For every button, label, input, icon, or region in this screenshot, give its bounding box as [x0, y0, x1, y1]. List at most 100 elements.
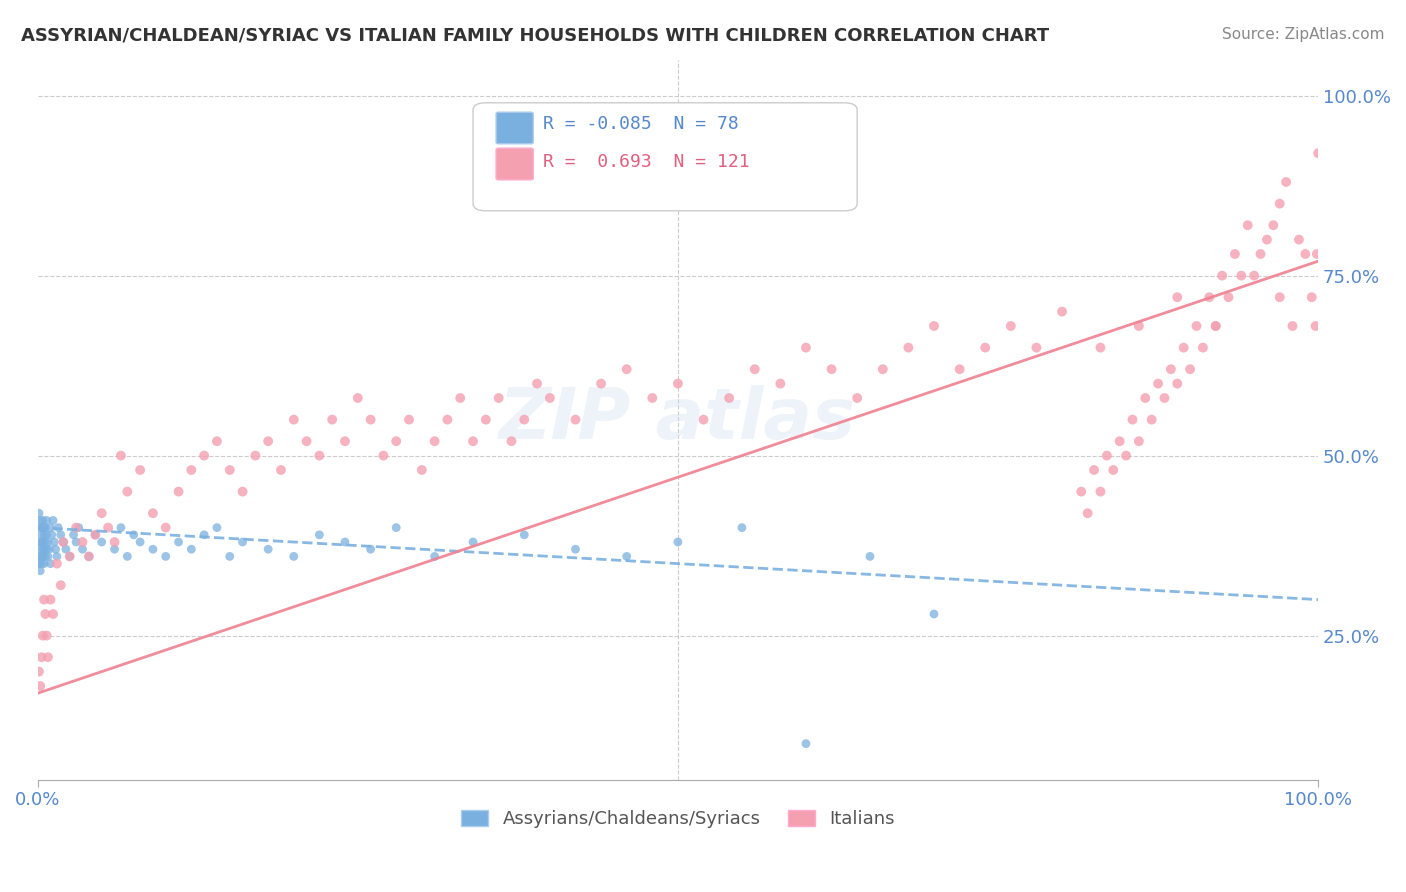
Point — [31, 650, 53, 665]
Point — [32, 528, 55, 542]
Point — [155, 520, 177, 534]
Point — [46, 520, 69, 534]
Point — [641, 391, 664, 405]
Point — [1102, 463, 1125, 477]
Point — [39, 557, 62, 571]
Point — [333, 535, 356, 549]
Point — [122, 528, 145, 542]
Point — [59, 549, 82, 564]
Point — [90, 506, 112, 520]
Point — [423, 434, 446, 449]
Point — [35, 528, 58, 542]
FancyBboxPatch shape — [472, 103, 858, 211]
Point — [1288, 233, 1310, 247]
Point — [72, 535, 94, 549]
Point — [31, 549, 53, 564]
Point — [1230, 268, 1253, 283]
Point — [1185, 318, 1208, 333]
Point — [308, 528, 330, 542]
Point — [436, 412, 458, 426]
Point — [949, 362, 972, 376]
Point — [142, 506, 165, 520]
Point — [28, 535, 51, 549]
Point — [232, 535, 254, 549]
Point — [52, 535, 75, 549]
Point — [666, 376, 689, 391]
Point — [42, 607, 65, 621]
Point — [360, 412, 382, 426]
Point — [1128, 318, 1150, 333]
Point — [193, 528, 215, 542]
Point — [67, 520, 90, 534]
Point — [103, 535, 125, 549]
Point — [488, 391, 510, 405]
Point — [449, 391, 471, 405]
Point — [1090, 484, 1112, 499]
Point — [1211, 268, 1233, 283]
Point — [461, 535, 484, 549]
Point — [1153, 391, 1175, 405]
Legend: Assyrians/Chaldeans/Syriacs, Italians: Assyrians/Chaldeans/Syriacs, Italians — [454, 803, 903, 836]
Point — [39, 592, 62, 607]
Point — [31, 528, 53, 542]
Point — [1128, 434, 1150, 449]
Point — [1070, 484, 1092, 499]
Point — [39, 520, 62, 534]
Point — [1256, 233, 1278, 247]
Point — [180, 542, 202, 557]
FancyBboxPatch shape — [496, 112, 533, 144]
Point — [1166, 290, 1188, 304]
Point — [193, 449, 215, 463]
Point — [155, 549, 177, 564]
Point — [1000, 318, 1022, 333]
Point — [1250, 247, 1272, 261]
Point — [1135, 391, 1157, 405]
Point — [34, 607, 56, 621]
Point — [859, 549, 882, 564]
Point — [1275, 175, 1298, 189]
Point — [34, 520, 56, 534]
Point — [1025, 341, 1047, 355]
Point — [32, 592, 55, 607]
Point — [616, 362, 638, 376]
Point — [295, 434, 318, 449]
Point — [34, 549, 56, 564]
Point — [110, 449, 132, 463]
Point — [167, 484, 190, 499]
Point — [1050, 304, 1073, 318]
Point — [872, 362, 894, 376]
Point — [117, 549, 139, 564]
Point — [1236, 218, 1258, 232]
FancyBboxPatch shape — [496, 148, 533, 180]
Point — [30, 542, 52, 557]
Point — [564, 412, 586, 426]
Point — [1243, 268, 1265, 283]
Point — [666, 535, 689, 549]
Text: R = -0.085  N = 78: R = -0.085 N = 78 — [544, 115, 740, 134]
Point — [32, 542, 55, 557]
Point — [205, 520, 228, 534]
Point — [501, 434, 523, 449]
Point — [77, 549, 100, 564]
Point — [564, 542, 586, 557]
Point — [1223, 247, 1246, 261]
Point — [49, 578, 72, 592]
Point — [232, 484, 254, 499]
Point — [1090, 341, 1112, 355]
Point — [1301, 290, 1323, 304]
Point — [591, 376, 613, 391]
Point — [218, 463, 240, 477]
Point — [1077, 506, 1099, 520]
Point — [820, 362, 842, 376]
Point — [42, 513, 65, 527]
Point — [333, 434, 356, 449]
Point — [35, 542, 58, 557]
Point — [846, 391, 869, 405]
Point — [385, 434, 408, 449]
Point — [897, 341, 920, 355]
Point — [167, 535, 190, 549]
Point — [45, 549, 67, 564]
Point — [257, 434, 280, 449]
Point — [84, 528, 107, 542]
Point — [270, 463, 292, 477]
